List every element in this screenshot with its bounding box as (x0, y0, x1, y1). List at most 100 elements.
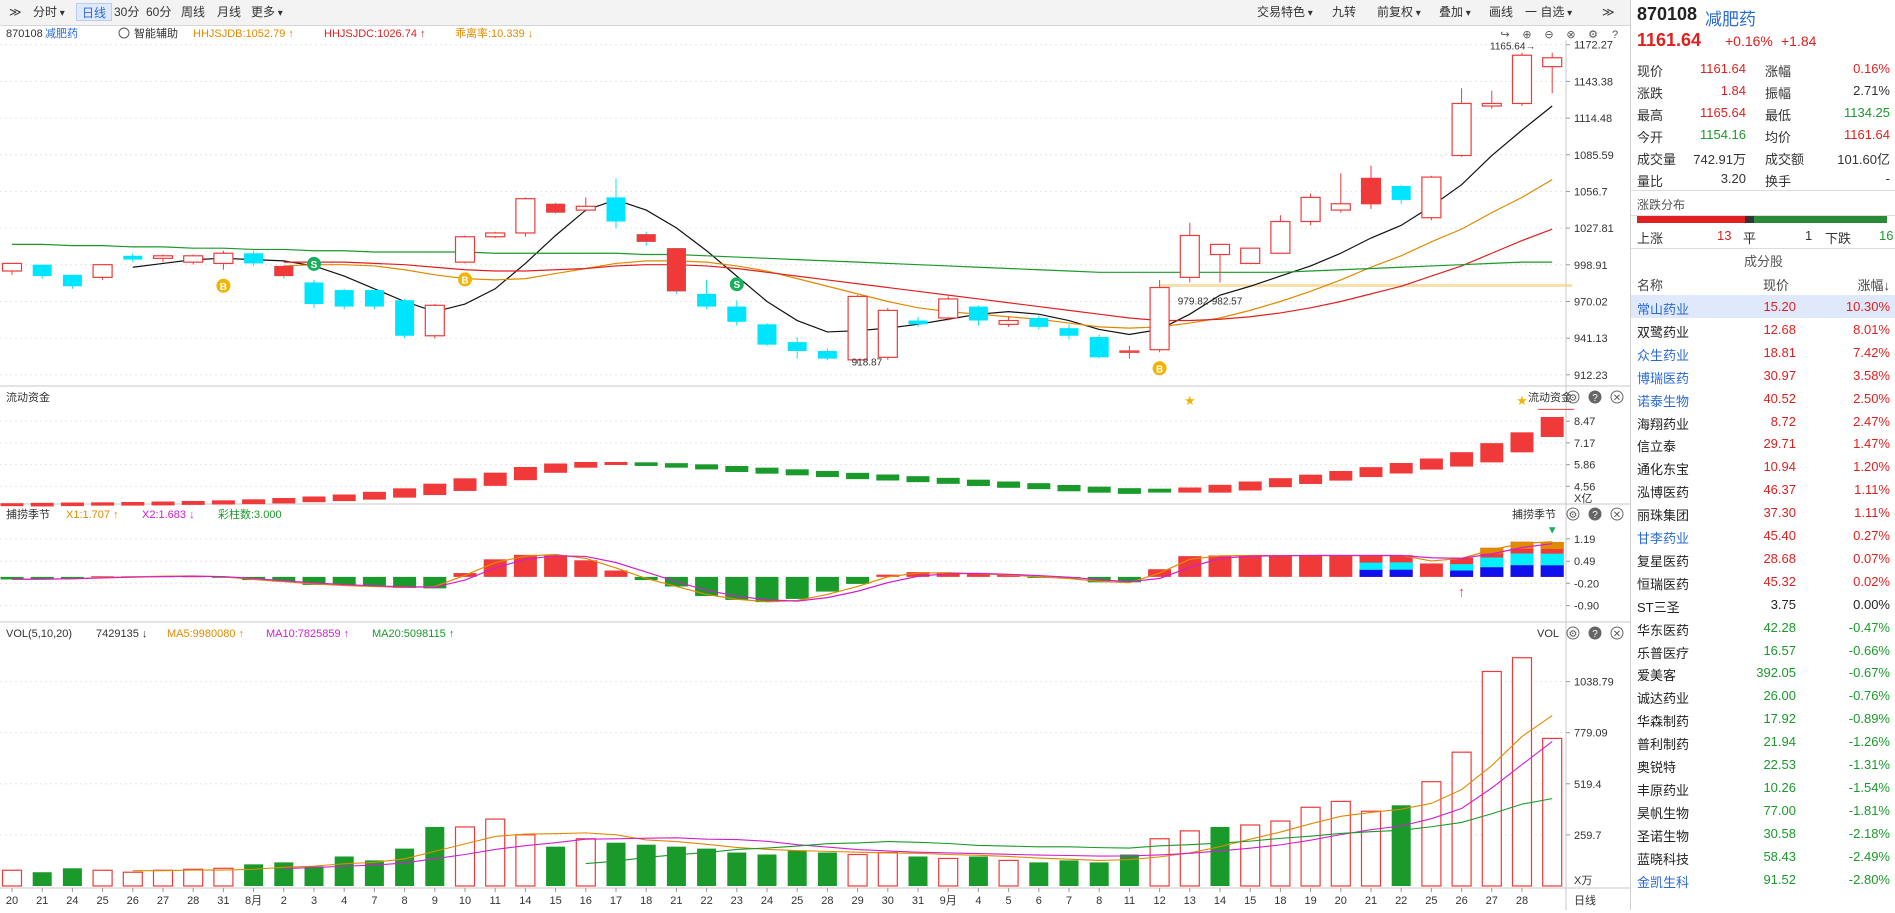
candle-body (1391, 185, 1411, 200)
constituent-row[interactable]: 恒瑞医药 45.32 0.02% (1631, 570, 1895, 593)
constituent-change: 0.02% (1853, 573, 1890, 589)
vol-bar (1391, 805, 1411, 886)
season-bar (936, 572, 960, 577)
constituent-row[interactable]: 华森制药 17.92 -0.89% (1631, 707, 1895, 730)
candle-body (1330, 203, 1351, 211)
season-bar (906, 572, 930, 577)
vol-bar (274, 862, 294, 886)
stock-chart[interactable]: 1172.27 1143.38 1114.48 1085.59 1056.7 1027.8… (0, 26, 1630, 910)
constituent-name: 金凯生科 (1637, 874, 1690, 890)
x-tick-label: 11 (489, 895, 500, 907)
flow-bar (181, 501, 205, 505)
toolbar-m60-button[interactable]: 60分 (146, 5, 172, 19)
constituent-row[interactable]: 诺泰生物 40.52 2.50% (1631, 387, 1895, 410)
flow-close-icon-bg (1610, 390, 1624, 404)
vol-close-icon: ✕ (1613, 629, 1621, 640)
header-name[interactable]: 名称 (1637, 278, 1664, 293)
constituent-row[interactable]: 华东医药 42.28 -0.47% (1631, 616, 1895, 639)
vol-title-right: VOL (1537, 628, 1559, 640)
price-axis-tick-label: 1056.7 (1574, 186, 1608, 198)
constituent-row[interactable]: 众生药业 18.81 7.42% (1631, 341, 1895, 364)
toolbar-rixian-button[interactable]: 日线 (76, 3, 113, 21)
x-tick-label: 4 (975, 895, 981, 907)
stock-name[interactable]: 减肥药 (1705, 10, 1756, 29)
constituent-row[interactable]: 常山药业 15.20 10.30% (1631, 295, 1895, 318)
constituent-row[interactable]: 金凯生科 91.52 -2.80% (1631, 868, 1895, 891)
candle-body (62, 274, 82, 287)
toolbar-draw-button[interactable]: 画线 (1489, 5, 1514, 19)
x-tick-label: 20 (1335, 895, 1347, 907)
toolbar-fenshi-button[interactable]: 分时 (28, 3, 70, 21)
vol-bar (636, 844, 656, 886)
constituent-row[interactable]: 普利制药 21.94 -1.26% (1631, 730, 1895, 753)
season-stack-blue (1450, 570, 1474, 577)
ma-line-3 (12, 243, 1553, 273)
quote-divider (1631, 190, 1895, 191)
quote-value: 742.91万 (1693, 152, 1746, 167)
toolbar-yuexian-button[interactable]: 月线 (217, 5, 242, 19)
toolbar-more-button[interactable]: 更多 (246, 3, 288, 21)
constituent-row[interactable]: 丰原药业 10.26 -1.54% (1631, 776, 1895, 799)
vol-header-bar (0, 624, 1630, 640)
constituent-row[interactable]: 圣诺生物 30.58 -2.18% (1631, 822, 1895, 845)
toolbar-zhouxian-button[interactable]: 周线 (181, 5, 206, 19)
constituent-row[interactable]: 诚达药业 26.00 -0.76% (1631, 684, 1895, 707)
candle-body-filled (666, 248, 686, 292)
constituent-row[interactable]: 海翔药业 8.72 2.47% (1631, 410, 1895, 433)
vol-bar (1360, 810, 1382, 887)
toolbar-watch-button[interactable]: 一 自选 (1520, 3, 1577, 21)
season-bar (423, 576, 447, 589)
candle-body (1542, 57, 1563, 68)
distribution-down-count: 16 (1879, 228, 1894, 243)
season-bar (302, 576, 326, 585)
constituent-row[interactable]: 双鹭药业 12.68 8.01% (1631, 318, 1895, 341)
season-bar (966, 574, 990, 577)
constituent-change: -1.31% (1848, 757, 1890, 772)
constituent-name: 泓博医药 (1637, 485, 1690, 501)
toolbar-collapse-button[interactable]: ≫ (1602, 5, 1615, 19)
toolbar-trade-button[interactable]: 交易特色 (1252, 3, 1318, 21)
vol-ma-line-0 (132, 715, 1553, 872)
toolbar-expand-button[interactable]: ≫ (9, 5, 22, 19)
candle-body (998, 319, 1019, 325)
constituent-row[interactable]: 博瑞医药 30.97 3.58% (1631, 364, 1895, 387)
signal-B-marker (1152, 361, 1167, 376)
constituent-row[interactable]: 蓝晓科技 58.43 -2.49% (1631, 845, 1895, 868)
toolbar-overlay-button[interactable]: 叠加 (1434, 3, 1476, 21)
constituent-row[interactable]: 爱美客 392.05 -0.67% (1631, 661, 1895, 684)
candle-body (304, 282, 324, 305)
constituent-row[interactable]: 复星医药 28.68 0.07% (1631, 547, 1895, 570)
flow-bar (302, 496, 326, 503)
header-change[interactable]: 涨幅↓ (1857, 278, 1890, 293)
constituent-change: 1.11% (1854, 482, 1890, 498)
quote-value: 1165.64 (1699, 105, 1746, 120)
header-price[interactable]: 现价 (1763, 278, 1790, 293)
vol-axis-tick-label: 519.4 (1574, 779, 1602, 791)
vol-bar (546, 846, 566, 886)
candle-body (877, 309, 898, 358)
constituent-row[interactable]: 奥锐特 22.53 -1.31% (1631, 753, 1895, 776)
flow-axis-tick-label: 7.17 (1574, 438, 1595, 450)
vol-bar (304, 866, 324, 886)
main-indicator-0: HHJSJDB:1052.79 ↑ (193, 28, 294, 40)
constituent-row[interactable]: 信立泰 29.71 1.47% (1631, 432, 1895, 455)
constituent-change: 8.01% (1853, 321, 1890, 337)
toolbar-fuquan-button[interactable]: 前复权 (1372, 3, 1426, 21)
constituent-row[interactable]: 甘李药业 45.40 0.27% (1631, 524, 1895, 547)
constituent-row[interactable]: ST三圣 3.75 0.00% (1631, 593, 1895, 616)
vol-bar (968, 856, 988, 886)
constituent-row[interactable]: 泓博医药 46.37 1.11% (1631, 478, 1895, 501)
toolbar-jiuzhuan-button[interactable]: 九转 (1332, 5, 1357, 19)
quote-label: 涨跌 (1637, 86, 1664, 101)
constituent-row[interactable]: 丽珠集团 37.30 1.11% (1631, 501, 1895, 524)
constituent-change: -0.47% (1848, 619, 1890, 635)
constituent-row[interactable]: 通化东宝 10.94 1.20% (1631, 455, 1895, 478)
stock-code: 870108 (1637, 4, 1698, 24)
price-axis-tick-label: 1143.38 (1574, 76, 1613, 88)
constituent-row[interactable]: 乐普医疗 16.57 -0.66% (1631, 639, 1895, 662)
toolbar-m30-button[interactable]: 30分 (114, 5, 140, 19)
change-percent: +0.16% (1725, 33, 1773, 49)
candle-body (908, 320, 928, 325)
constituent-price: 30.58 (1763, 825, 1796, 841)
constituent-row[interactable]: 昊帆生物 77.00 -1.81% (1631, 799, 1895, 822)
